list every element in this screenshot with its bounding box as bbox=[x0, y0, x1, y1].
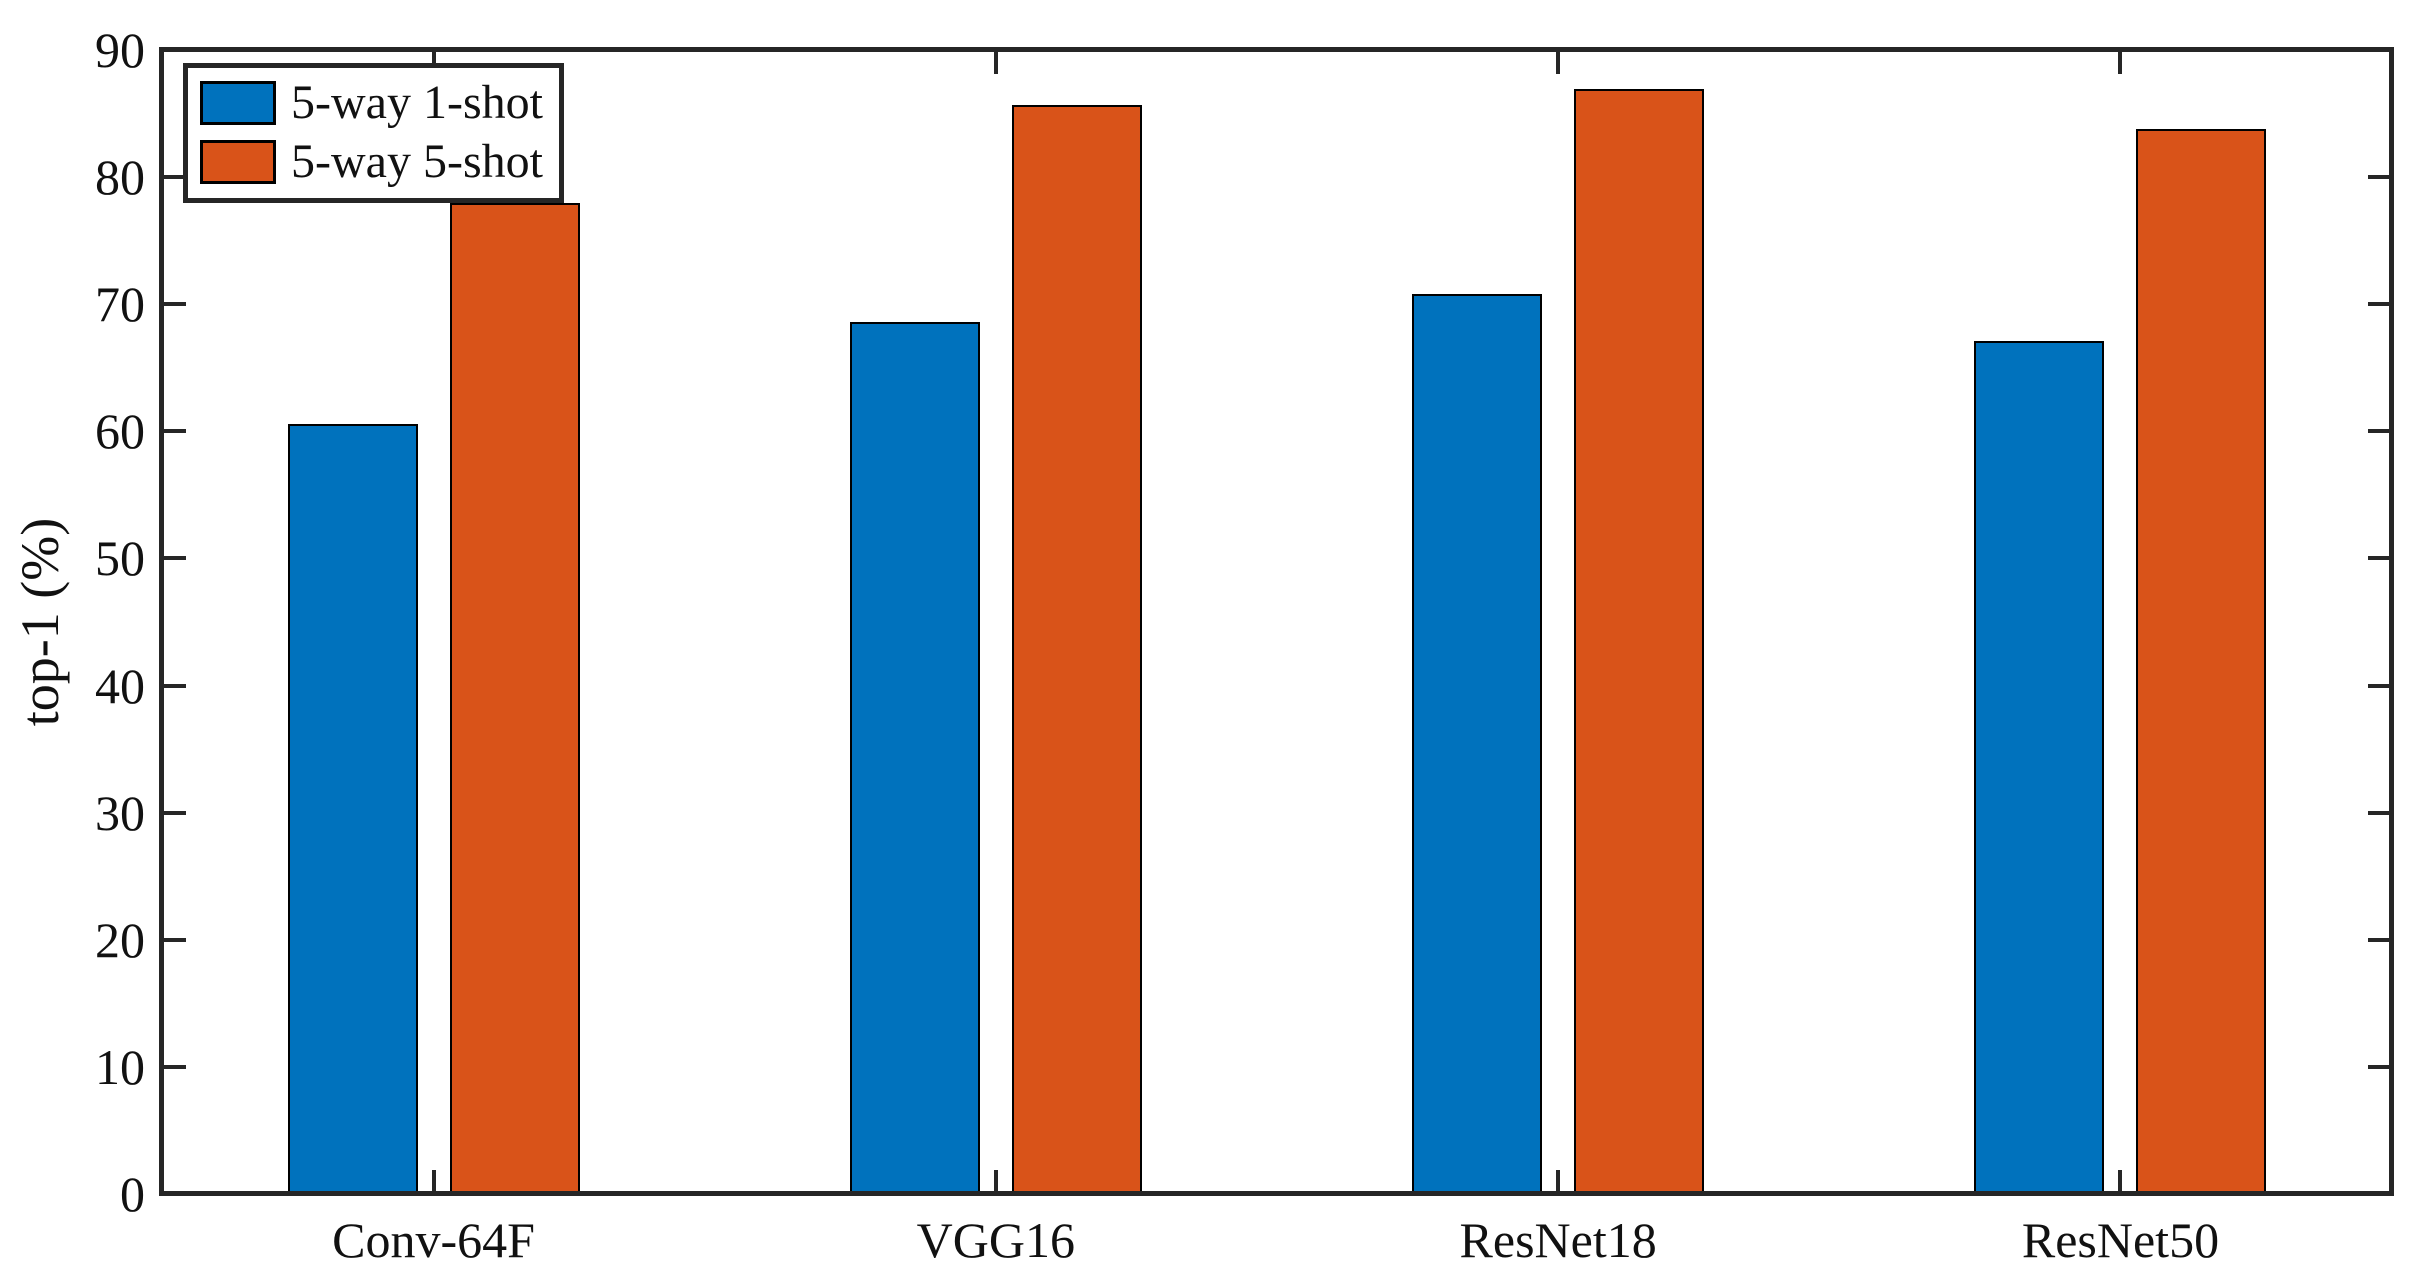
y-tick-right-30 bbox=[2368, 810, 2394, 815]
x-tick-top-conv-64f bbox=[431, 48, 436, 74]
y-tick-label-90: 90 bbox=[95, 22, 145, 78]
y-tick-right-10 bbox=[2368, 1064, 2394, 1069]
legend-entry-5-way-1-shot: 5-way 1-shot bbox=[200, 73, 543, 132]
x-tick-bottom-vgg16 bbox=[993, 1170, 998, 1196]
y-tick-left-20 bbox=[160, 937, 186, 942]
y-tick-label-60: 60 bbox=[95, 403, 145, 460]
y-tick-right-80 bbox=[2368, 175, 2394, 180]
y-tick-label-20: 20 bbox=[95, 911, 145, 968]
y-tick-right-60 bbox=[2368, 429, 2394, 434]
x-category-label-resnet50: ResNet50 bbox=[2021, 1212, 2220, 1268]
y-tick-label-40: 40 bbox=[95, 657, 145, 714]
x-tick-bottom-resnet50 bbox=[2118, 1170, 2123, 1196]
y-tick-right-0 bbox=[2368, 1192, 2394, 1196]
legend-label-5-way-1-shot: 5-way 1-shot bbox=[291, 75, 543, 129]
y-tick-left-80 bbox=[160, 175, 186, 180]
bar-vgg16-5-way-1-shot bbox=[849, 322, 980, 1194]
y-tick-left-60 bbox=[160, 429, 186, 434]
y-tick-label-10: 10 bbox=[95, 1038, 145, 1095]
x-category-label-resnet18: ResNet18 bbox=[1459, 1212, 1657, 1268]
y-tick-right-40 bbox=[2368, 683, 2394, 688]
y-tick-label-80: 80 bbox=[95, 149, 145, 206]
y-tick-label-70: 70 bbox=[95, 276, 145, 333]
x-tick-top-resnet50 bbox=[2118, 48, 2123, 74]
y-tick-left-0 bbox=[160, 1192, 186, 1196]
legend: 5-way 1-shot 5-way 5-shot bbox=[183, 63, 564, 203]
bar-resnet18-5-way-1-shot bbox=[1412, 294, 1543, 1194]
bar-resnet18-5-way-5-shot bbox=[1574, 89, 1705, 1194]
y-tick-right-50 bbox=[2368, 556, 2394, 561]
bar-conv-64f-5-way-5-shot bbox=[449, 202, 580, 1194]
y-tick-left-10 bbox=[160, 1064, 186, 1069]
y-tick-left-40 bbox=[160, 683, 186, 688]
y-tick-left-70 bbox=[160, 302, 186, 307]
legend-entry-5-way-5-shot: 5-way 5-shot bbox=[200, 132, 543, 191]
x-tick-top-vgg16 bbox=[993, 48, 998, 74]
y-tick-right-20 bbox=[2368, 937, 2394, 942]
x-tick-bottom-conv-64f bbox=[431, 1170, 436, 1196]
legend-swatch-5-way-5-shot bbox=[200, 139, 276, 184]
bar-resnet50-5-way-1-shot bbox=[1974, 341, 2105, 1194]
legend-label-5-way-5-shot: 5-way 5-shot bbox=[291, 134, 543, 188]
y-tick-right-70 bbox=[2368, 302, 2394, 307]
y-tick-left-50 bbox=[160, 556, 186, 561]
y-tick-label-0: 0 bbox=[120, 1166, 145, 1222]
legend-swatch-5-way-1-shot bbox=[200, 80, 276, 125]
bar-vgg16-5-way-5-shot bbox=[1011, 104, 1142, 1194]
y-tick-left-90 bbox=[160, 48, 186, 52]
x-tick-bottom-resnet18 bbox=[1556, 1170, 1561, 1196]
bar-conv-64f-5-way-1-shot bbox=[287, 423, 418, 1194]
x-category-label-vgg16: VGG16 bbox=[916, 1212, 1075, 1268]
y-tick-left-30 bbox=[160, 810, 186, 815]
x-tick-top-resnet18 bbox=[1556, 48, 1561, 74]
y-tick-label-30: 30 bbox=[95, 784, 145, 841]
y-tick-right-90 bbox=[2368, 48, 2394, 52]
y-tick-label-50: 50 bbox=[95, 530, 145, 587]
x-category-label-conv-64f: Conv-64F bbox=[332, 1212, 535, 1268]
bar-resnet50-5-way-5-shot bbox=[2136, 128, 2267, 1194]
